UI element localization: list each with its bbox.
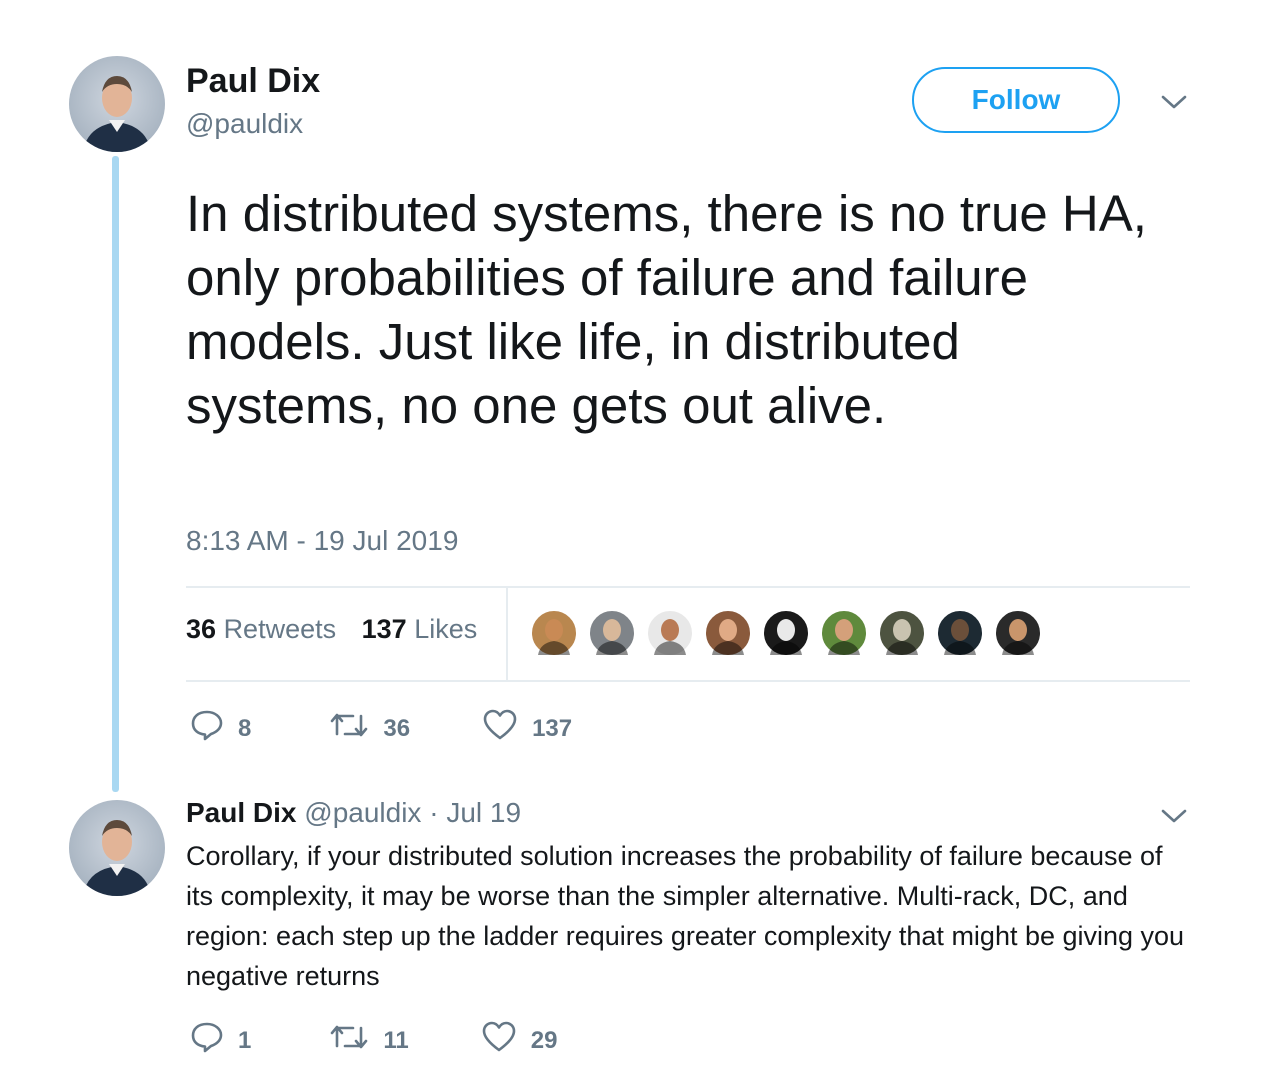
retweet-count: 11 xyxy=(383,1026,409,1054)
retweets-count: 36 xyxy=(186,614,217,644)
chevron-down-icon[interactable] xyxy=(1160,92,1188,117)
liker-avatar[interactable] xyxy=(530,609,578,657)
tweet-text: In distributed systems, there is no true… xyxy=(186,185,1147,434)
retweets-stat[interactable]: 36 Retweets xyxy=(186,614,336,644)
retweet-icon xyxy=(329,1020,369,1061)
tweet-timestamp[interactable]: 8:13 AM - 19 Jul 2019 xyxy=(186,525,459,556)
liker-avatars xyxy=(530,609,1050,661)
reply-icon xyxy=(190,708,224,749)
reply-author-handle[interactable]: @pauldix xyxy=(304,797,422,828)
liker-avatar[interactable] xyxy=(936,609,984,657)
author-name[interactable]: Paul Dix xyxy=(186,62,321,100)
like-count: 29 xyxy=(530,1026,558,1054)
divider xyxy=(186,680,1190,682)
liker-avatar[interactable] xyxy=(762,609,810,657)
tweet-actions: 8 36 137 xyxy=(190,708,572,749)
reply-actions: 1 11 29 xyxy=(190,1020,557,1061)
reply-button[interactable]: 1 xyxy=(190,1020,251,1061)
liker-avatar[interactable] xyxy=(588,609,636,657)
reply-button[interactable]: 8 xyxy=(190,708,251,749)
like-button[interactable]: 137 xyxy=(482,708,572,749)
chevron-down-icon[interactable] xyxy=(1160,806,1188,831)
likes-label: Likes xyxy=(414,614,478,644)
heart-icon xyxy=(481,1020,517,1061)
tweet-stats: 36 Retweets 137 Likes xyxy=(186,614,477,645)
reply-count: 1 xyxy=(238,1026,252,1054)
avatar[interactable] xyxy=(69,56,165,152)
retweet-button[interactable]: 36 xyxy=(329,708,410,749)
liker-avatar[interactable] xyxy=(820,609,868,657)
retweet-count: 36 xyxy=(383,714,411,742)
retweet-button[interactable]: 11 xyxy=(329,1020,409,1061)
like-button[interactable]: 29 xyxy=(481,1020,558,1061)
retweets-label: Retweets xyxy=(223,614,337,644)
liker-avatar[interactable] xyxy=(994,609,1042,657)
divider xyxy=(186,586,1190,588)
reply-date[interactable]: Jul 19 xyxy=(446,797,522,828)
like-count: 137 xyxy=(532,714,573,742)
reply-author-name[interactable]: Paul Dix xyxy=(186,797,297,828)
reply-header: Paul Dix @pauldix · Jul 19 xyxy=(186,797,521,829)
liker-avatar[interactable] xyxy=(704,609,752,657)
thread-line xyxy=(112,156,119,792)
reply-count: 8 xyxy=(238,714,252,742)
reply-separator: · xyxy=(429,797,439,828)
reply-text: Corollary, if your distributed solution … xyxy=(186,841,1185,991)
reply-icon xyxy=(190,1020,224,1061)
follow-button[interactable]: Follow xyxy=(912,67,1120,133)
liker-avatar[interactable] xyxy=(646,609,694,657)
likes-count: 137 xyxy=(361,614,407,644)
author-handle[interactable]: @pauldix xyxy=(186,108,304,139)
liker-avatar[interactable] xyxy=(878,609,926,657)
stats-divider xyxy=(506,588,508,680)
avatar[interactable] xyxy=(69,800,165,896)
heart-icon xyxy=(482,708,518,749)
likes-stat[interactable]: 137 Likes xyxy=(362,614,478,644)
retweet-icon xyxy=(329,708,369,749)
